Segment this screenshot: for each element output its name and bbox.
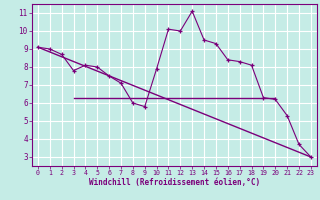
X-axis label: Windchill (Refroidissement éolien,°C): Windchill (Refroidissement éolien,°C): [89, 178, 260, 187]
